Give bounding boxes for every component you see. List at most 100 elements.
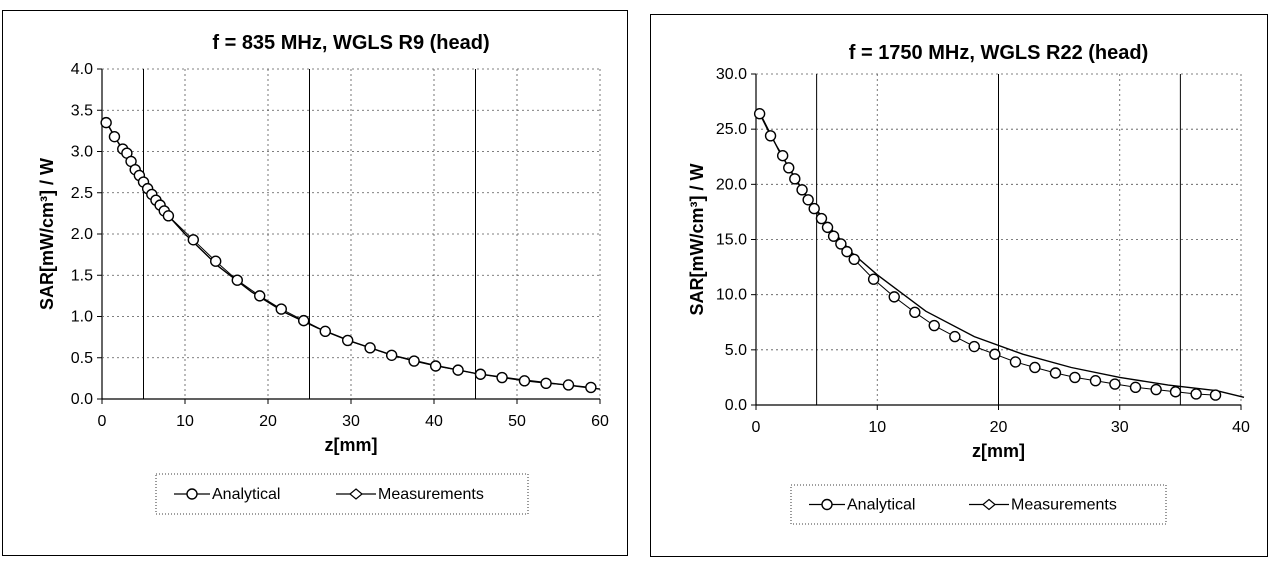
analytical-point [231, 274, 243, 286]
analytical-point [783, 162, 795, 174]
y-tick-label: 1.0 [71, 309, 93, 326]
chart-panel-1750mhz: f = 1750 MHz, WGLS R22 (head) 0.0 5.0 10.0 1… [650, 14, 1268, 557]
y-tick-label: 25.0 [716, 121, 747, 138]
analytical-point [776, 149, 789, 162]
analytical-point [187, 234, 200, 246]
analytical-point [319, 325, 331, 338]
x-tick-label: 20 [990, 419, 1008, 436]
analytical-point [827, 230, 840, 242]
analytical-point [429, 360, 442, 372]
legend-analytical-marker [821, 498, 833, 511]
chart-svg-1750mhz: f = 1750 MHz, WGLS R22 (head) 0.0 5.0 10.0 1… [687, 42, 1250, 525]
y-tick-label: 0.0 [71, 391, 93, 408]
analytical-point [909, 306, 921, 319]
chart-panel-835mhz: f = 835 MHz, WGLS R9 (head) 0.0 0.5 1.0 1.5 2… [2, 10, 628, 556]
x-tick-label: 40 [1232, 419, 1250, 436]
chart-svg-835mhz: f = 835 MHz, WGLS R9 (head) 0.0 0.5 1.0 1.5 2… [37, 32, 609, 515]
analytical-point [1169, 386, 1182, 398]
analytical-point [968, 340, 980, 353]
legend-measurements-label: Measurements [378, 486, 484, 503]
y-axis-label: SAR[mW/cm³] / W [37, 158, 57, 310]
legend-analytical-label: Analytical [212, 486, 280, 503]
analytical-point [989, 348, 1001, 360]
y-tick-label: 1.5 [71, 267, 93, 284]
analytical-point [848, 253, 860, 266]
analytical-point [474, 368, 487, 380]
legend-analytical-marker [186, 488, 198, 500]
x-tick-label: 40 [425, 413, 443, 430]
analytical-point [562, 379, 575, 391]
analytical-series-line [759, 113, 1216, 396]
analytical-point [789, 173, 801, 185]
analytical-point [540, 377, 552, 390]
analytical-point [364, 342, 376, 354]
x-tick-label: 10 [176, 413, 194, 430]
analytical-point [408, 355, 420, 367]
chart-title: f = 835 MHz, WGLS R9 (head) [212, 32, 489, 54]
analytical-point [297, 314, 310, 327]
analytical-point [385, 349, 398, 361]
y-tick-label: 4.0 [71, 61, 93, 78]
analytical-point [1009, 356, 1022, 368]
analytical-point [796, 184, 808, 196]
x-tick-label: 10 [868, 419, 886, 436]
x-tick-label: 30 [1111, 419, 1129, 436]
y-axis-label: SAR[mW/cm³] / W [687, 164, 707, 316]
y-tick-label: 15.0 [716, 232, 747, 249]
analytical-point [1129, 381, 1142, 394]
analytical-point [100, 116, 112, 129]
analytical-point [275, 303, 287, 315]
analytical-point [518, 375, 531, 387]
analytical-point [1109, 378, 1121, 390]
y-tick-label: 0.5 [71, 350, 93, 367]
analytical-point [808, 202, 820, 215]
y-tick-label: 0.0 [725, 397, 747, 414]
analytical-point [1049, 367, 1062, 379]
analytical-point [815, 212, 828, 225]
analytical-point [1209, 389, 1222, 401]
analytical-point [1089, 375, 1102, 387]
x-tick-label: 20 [259, 413, 277, 430]
analytical-point [1029, 361, 1041, 374]
legend-measurements-marker [349, 488, 363, 500]
x-tick-label: 30 [342, 413, 360, 430]
analytical-point [1150, 383, 1162, 396]
analytical-point [764, 130, 777, 142]
y-tick-label: 3.5 [71, 102, 93, 119]
analytical-point [108, 130, 121, 143]
x-tick-label: 0 [752, 419, 761, 436]
y-tick-label: 3.0 [71, 144, 93, 161]
analytical-series-line [105, 122, 591, 388]
x-tick-label: 0 [98, 413, 107, 430]
analytical-point [835, 238, 847, 250]
analytical-point [753, 108, 766, 120]
measurements-series-line [758, 112, 1245, 398]
analytical-point [802, 194, 814, 206]
analytical-point [1069, 371, 1081, 384]
analytical-point [949, 330, 961, 343]
legend-analytical-label: Analytical [847, 497, 915, 514]
y-tick-label: 2.5 [71, 185, 93, 202]
analytical-point [585, 381, 597, 394]
x-axis-label: z[mm] [972, 441, 1025, 461]
analytical-point [867, 273, 880, 285]
analytical-point [888, 291, 900, 303]
analytical-point [1190, 388, 1202, 400]
y-tick-label: 30.0 [716, 66, 747, 83]
analytical-point [928, 319, 940, 332]
chart-title: f = 1750 MHz, WGLS R22 (head) [849, 42, 1149, 64]
analytical-point [841, 245, 853, 258]
analytical-point [162, 210, 175, 222]
measurements-series-line [105, 121, 601, 390]
y-tick-label: 2.0 [71, 226, 93, 243]
analytical-point [254, 290, 266, 302]
analytical-point [341, 334, 354, 347]
x-axis-label: z[mm] [325, 435, 378, 455]
y-tick-label: 10.0 [716, 287, 747, 304]
legend-measurements-label: Measurements [1011, 497, 1117, 514]
y-tick-label: 20.0 [716, 176, 747, 193]
analytical-point [210, 255, 222, 267]
analytical-point [821, 221, 834, 234]
analytical-point [496, 371, 508, 384]
legend-measurements-marker [982, 498, 996, 511]
